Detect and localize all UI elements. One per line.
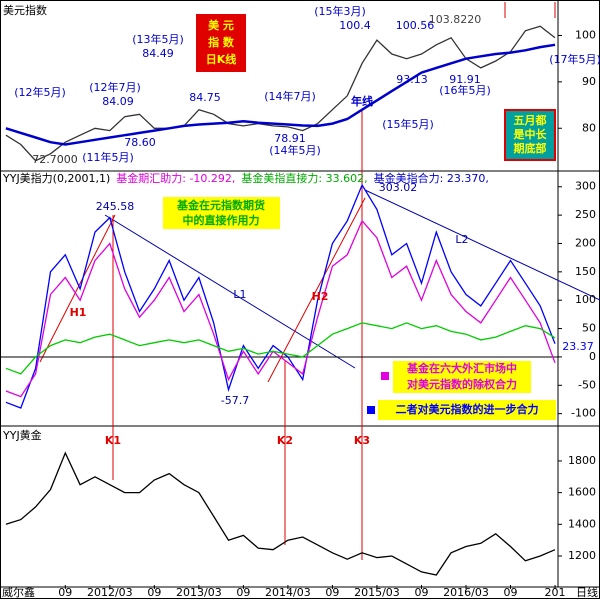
- x-tick-label: 2016/03: [443, 586, 489, 599]
- label-box: [163, 197, 280, 229]
- annotation: 84.49: [142, 47, 174, 60]
- annotation: 100.56: [396, 19, 435, 32]
- y-tick-label: 200: [575, 236, 596, 249]
- label-box: [393, 361, 531, 393]
- annotation: K1: [105, 434, 121, 447]
- annotation: 期底部: [514, 141, 547, 155]
- annotation: H2: [312, 290, 329, 303]
- y-tick-label: -50: [578, 378, 596, 391]
- y-tick-label: 100: [575, 28, 596, 41]
- trend-line: [39, 214, 116, 363]
- x-tick-label: 09: [325, 586, 339, 599]
- annotation: 72.7000: [32, 153, 78, 166]
- x-tick-label: 2012/03: [87, 586, 133, 599]
- annotation: 对美元指数的除权合力: [407, 377, 517, 391]
- series-line: [5, 322, 556, 375]
- annotation: 美 元: [208, 18, 234, 32]
- y-tick-label: 1200: [568, 549, 596, 562]
- annotation: 中的直接作用力: [183, 213, 260, 227]
- annotation: 年线: [351, 94, 373, 108]
- annotation: 二者对美元指数的进一步合力: [396, 402, 539, 416]
- y-tick-label: -100: [571, 407, 596, 420]
- annotation: 基金在元指数期货: [176, 198, 265, 212]
- trend-line: [364, 189, 600, 301]
- annotation: 78.60: [124, 136, 156, 149]
- y-tick-label: 300: [575, 180, 596, 193]
- annotation: H1: [70, 306, 87, 319]
- annotation: L1: [233, 288, 246, 301]
- y-tick-label: 1400: [568, 517, 596, 530]
- x-tick-label: 09: [236, 586, 250, 599]
- label-box: [504, 109, 556, 161]
- legend-swatch: [367, 406, 375, 414]
- legend-swatch: [381, 372, 389, 380]
- y-tick-label: 80: [582, 121, 596, 134]
- annotation: (17年5月): [549, 52, 600, 66]
- annotation: L2: [455, 233, 468, 246]
- annotation: 91.91: [449, 73, 481, 86]
- annotation: (15年3月): [314, 4, 366, 18]
- x-tick-label: 2015/03: [354, 586, 400, 599]
- annotation: (15年5月): [382, 117, 434, 131]
- y-tick-label: 90: [582, 75, 596, 88]
- trend-line: [267, 197, 366, 383]
- annotation: (13年5月): [132, 32, 184, 46]
- series-line: [5, 25, 556, 162]
- y-tick-label: 100: [575, 293, 596, 306]
- annotation: K2: [277, 434, 293, 447]
- x-tick-label: 2014/03: [265, 586, 311, 599]
- x-tick-label: 09: [58, 586, 72, 599]
- annotation: (11年5月): [82, 150, 134, 164]
- y-tick-label: 0: [589, 350, 596, 363]
- y-tick-label: 150: [575, 265, 596, 278]
- annotation: 日K线: [206, 52, 237, 66]
- trend-line: [104, 214, 356, 369]
- annotation: (14年5月): [269, 143, 321, 157]
- label-box: [196, 14, 246, 72]
- annotation: 93.13: [396, 73, 428, 86]
- annotation: (12年7月): [89, 80, 141, 94]
- series-line: [5, 451, 556, 576]
- annotation: 84.75: [189, 91, 221, 104]
- footer-text: 威尔鑫: [2, 585, 35, 599]
- y-tick-label: 1800: [568, 454, 596, 467]
- series-line: [5, 43, 556, 146]
- y-tick-label: 250: [575, 208, 596, 221]
- header-text: 基金美指合力: 23.370,: [374, 171, 489, 185]
- header-text: YYJ美指力(0,2001,1): [2, 171, 110, 185]
- annotation: (16年5月): [439, 83, 491, 97]
- panel-title: 美元指数: [3, 3, 47, 17]
- annotation: 245.58: [96, 200, 135, 213]
- label-box: [378, 400, 556, 420]
- y-tick-label: 50: [582, 322, 596, 335]
- annotation: (14年7月): [264, 89, 316, 103]
- series-line: [5, 183, 556, 409]
- footer-text: 日线: [576, 585, 598, 599]
- y-tick-label: 1600: [568, 486, 596, 499]
- annotation: 303.02: [379, 181, 418, 194]
- annotation: 23.37: [562, 340, 594, 353]
- x-tick-label: 09: [414, 586, 428, 599]
- panel-title: YYJ黄金: [2, 428, 42, 442]
- annotation: 五月都: [514, 113, 547, 127]
- x-tick-label: 201: [545, 586, 566, 599]
- annotation: 是中长: [513, 127, 548, 141]
- x-tick-label: 2013/03: [176, 586, 222, 599]
- annotation: (12年5月): [14, 85, 66, 99]
- x-tick-label: 09: [147, 586, 161, 599]
- annotation: 84.09: [102, 95, 134, 108]
- annotation: 指 数: [208, 35, 235, 49]
- annotation: 103.8220: [429, 13, 482, 26]
- annotation: -57.7: [221, 394, 249, 407]
- annotation: 100.4: [339, 19, 371, 32]
- annotation: K3: [354, 434, 370, 447]
- series-line: [5, 219, 556, 398]
- x-tick-label: 09: [504, 586, 518, 599]
- annotation: 78.91: [274, 132, 306, 145]
- header-text: 基金美指直接力: 33.602,: [241, 171, 367, 185]
- header-text: 基金期汇助力: -10.292,: [116, 171, 235, 185]
- annotation: 基金在六大外汇市场中: [406, 361, 517, 375]
